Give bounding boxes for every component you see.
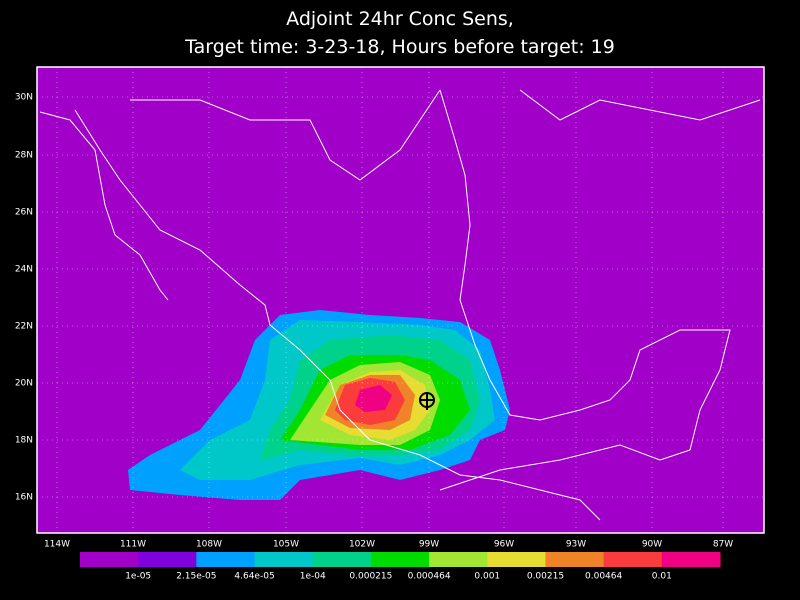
lon-label: 102W [349,540,375,550]
colorbar-swatch [429,552,488,567]
map-frame [36,66,765,534]
target-marker [419,392,435,410]
lat-label: 18N [15,436,33,446]
lon-label: 111W [120,540,146,550]
colorbar-label: 1e-05 [125,572,151,582]
colorbar-label: 0.00464 [585,572,622,582]
coastlines [39,89,761,521]
coastline [439,89,731,461]
coastline [39,111,169,301]
lon-label: 96W [494,540,514,550]
lat-label: 24N [15,265,33,275]
colorbar-label: 2.15e-05 [176,572,216,582]
contour-fill [355,385,392,412]
title-line: Adjoint 24hr Conc Sens, [286,8,514,30]
colorbar: 1e-05 2.15e-05 4.64e-05 1e-04 0.000215 0.0004… [80,552,721,582]
lon-label: 108W [196,540,222,550]
colorbar-label: 4.64e-05 [234,572,274,582]
colorbar-swatch [312,552,372,567]
colorbar-swatch [603,552,663,567]
lon-label: 105W [273,540,299,550]
colorbar-swatch [487,552,546,567]
lon-label: 114W [44,540,70,550]
lat-label: 26N [15,208,33,218]
lon-label: 90W [642,540,662,550]
lat-label: 28N [15,151,33,161]
colorbar-label: 0.01 [652,572,672,582]
coastline [130,89,441,181]
lon-label: 87W [713,540,733,550]
colorbar-label: 0.000464 [408,572,451,582]
lat-label: 30N [15,93,33,103]
title-line: Target time: 3-23-18, Hours before targe… [184,36,615,58]
lat-label: 22N [15,322,33,332]
colorbar-swatch [138,552,197,567]
lat-label: 16N [15,493,33,503]
colorbar-swatch [545,552,605,567]
colorbar-swatch [661,552,721,567]
colorbar-label: 0.001 [474,572,500,582]
colorbar-swatch [196,552,256,567]
colorbar-label: 0.00215 [527,572,564,582]
graticule [37,67,764,533]
colorbar-swatch [254,552,314,567]
colorbar-label: 1e-04 [300,572,326,582]
coastline [519,89,761,121]
colorbar-swatch [370,552,430,567]
coastline [74,109,601,521]
lon-label: 99W [419,540,439,550]
lon-label: 93W [566,540,586,550]
coastline [439,444,661,491]
axis-labels: 30N 28N 26N 24N 22N 20N 18N 16N 114W 111W 108W 105W… [15,93,733,550]
colorbar-label: 0.000215 [349,572,392,582]
colorbar-swatch [80,552,139,567]
lat-label: 20N [15,379,33,389]
